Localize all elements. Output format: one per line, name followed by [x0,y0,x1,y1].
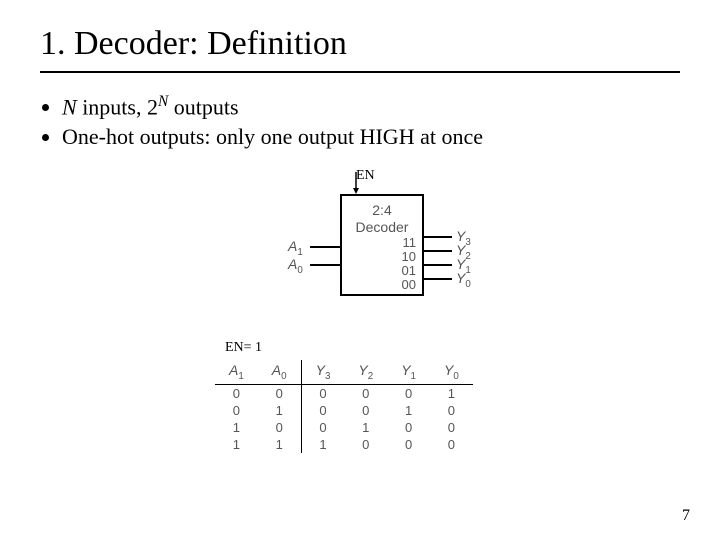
output-line-y0 [422,278,452,280]
table-row: 1 0 0 1 0 0 [215,419,473,436]
input-line-a1 [310,246,340,248]
decoder-codes: 11 10 01 00 [402,236,416,292]
page-number: 7 [682,507,690,525]
decoder-ratio: 2:4 [372,202,391,218]
table-header-row: A1 A0 Y3 Y2 Y1 Y0 [215,360,473,384]
th-a0: A0 [258,360,301,384]
th-y0: Y0 [430,360,473,384]
bullet-list: N inputs, 2N outputs One-hot outputs: on… [40,93,680,150]
code-11: 11 [402,236,416,250]
output-line-y1 [422,264,452,266]
code-00: 00 [402,278,416,292]
bullet-1: N inputs, 2N outputs [62,93,680,120]
bullet-1-sup: N [158,93,168,110]
decoder-box-title: 2:4 Decoder [342,202,422,236]
input-label-a1: A1 [288,238,303,258]
bullet-1-mid: inputs, 2 [77,94,158,119]
decoder-word: Decoder [356,219,409,235]
th-a1: A1 [215,360,258,384]
code-01: 01 [402,264,416,278]
table-body: 0 0 0 0 0 1 0 1 0 0 1 0 1 0 [215,384,473,453]
title-underline [40,71,680,73]
table-row: 0 0 0 0 0 1 [215,384,473,402]
bullet-2: One-hot outputs: only one output HIGH at… [62,124,680,150]
en-caption: EN= 1 [225,340,262,356]
bullet-1-suffix: outputs [168,94,238,119]
en-arrow-icon [352,172,360,194]
output-line-y2 [422,250,452,252]
table-row: 1 1 1 0 0 0 [215,436,473,453]
th-y2: Y2 [344,360,387,384]
output-label-y0: Y0 [456,270,471,290]
input-line-a0 [310,264,340,266]
output-line-y3 [422,236,452,238]
truth-table: A1 A0 Y3 Y2 Y1 Y0 0 0 0 0 0 1 [215,360,473,453]
decoder-box: 2:4 Decoder 11 10 01 00 [340,194,424,296]
th-y1: Y1 [387,360,430,384]
page-title: 1. Decoder: Definition [40,25,680,67]
code-10: 10 [402,250,416,264]
decoder-diagram: EN 2:4 Decoder 11 10 01 00 A1 A0 Y3 [40,168,680,328]
th-y3: Y3 [301,360,344,384]
table-row: 0 1 0 0 1 0 [215,402,473,419]
slide-content: 1. Decoder: Definition N inputs, 2N outp… [0,0,720,540]
bullet-1-n: N [62,94,77,119]
input-label-a0: A0 [288,256,303,276]
